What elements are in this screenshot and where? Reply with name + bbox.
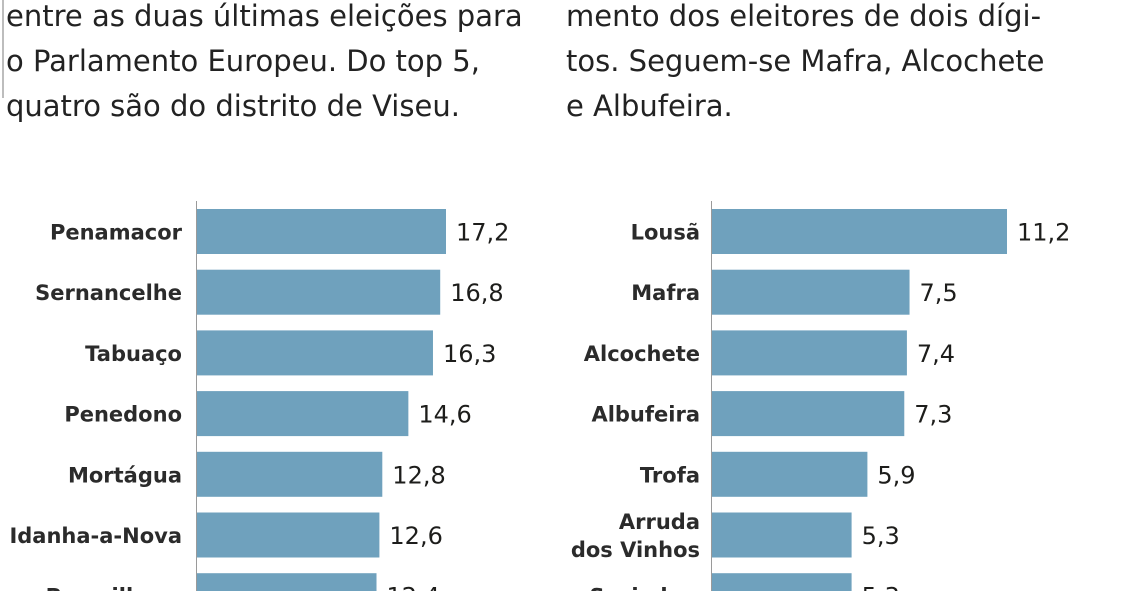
value-label: 7,3 [914,401,952,429]
bar [712,512,852,558]
bar [712,573,852,591]
category-label: Lousã [631,221,700,245]
value-label: 7,5 [920,279,958,307]
category-label: Trofa [640,463,700,487]
intro-text-right: mento dos eleitores de dois dígi- tos. S… [566,0,1045,129]
intro-left-line: entre as duas últimas eleições para [6,0,523,33]
bar [197,573,377,591]
bar [712,269,910,315]
bar [197,269,441,315]
category-label: Pampilhosa [46,585,182,591]
value-label: 11,2 [1017,219,1070,247]
bar [197,391,409,437]
intro-right-line: tos. Seguem-se Mafra, Alcochete [566,44,1045,78]
intro-right-line: mento dos eleitores de dois dígi- [566,0,1042,33]
value-label: 16,8 [450,279,503,307]
value-label: 12,4 [387,583,440,591]
value-label: 12,6 [389,522,442,550]
category-label: Penedono [64,403,182,427]
intro-left-line: quatro são do distrito de Viseu. [6,89,460,123]
bar [712,209,1007,254]
bar [197,512,380,558]
bar [712,391,905,437]
bar [197,209,446,254]
bar-chart-left: 17,2 Penamacor 16,8 Sernancelhe 16,3 Tabuaço 1… [9,201,509,591]
value-label: 7,4 [917,340,955,368]
value-label: 14,6 [418,401,471,429]
value-label: 5,3 [862,522,900,550]
column-divider-left [2,0,4,98]
category-label: Sernancelhe [35,281,182,305]
bar [712,451,868,497]
category-label: Albufeira [591,403,700,427]
value-label: 17,2 [456,219,509,247]
category-label: Tabuaço [85,342,182,366]
bar [712,330,907,376]
intro-text-left: entre as duas últimas eleições para o Pa… [6,0,523,129]
category-label: Mortágua [68,463,182,487]
bar [197,451,383,497]
category-label: Arruda dos Vinhos [571,510,700,562]
bar [197,330,433,376]
category-label: Idanha-a-Nova [9,524,182,548]
value-label: 5,3 [862,583,900,591]
category-label: Alcochete [584,342,700,366]
value-label: 5,9 [877,461,915,489]
intro-right-line: e Albufeira. [566,89,733,123]
category-label: Sesimbra [589,585,700,591]
category-label: Mafra [631,281,700,305]
category-label: Penamacor [50,221,183,245]
value-label: 12,8 [392,461,445,489]
intro-left-line: o Parlamento Europeu. Do top 5, [6,44,480,78]
value-label: 16,3 [443,340,496,368]
